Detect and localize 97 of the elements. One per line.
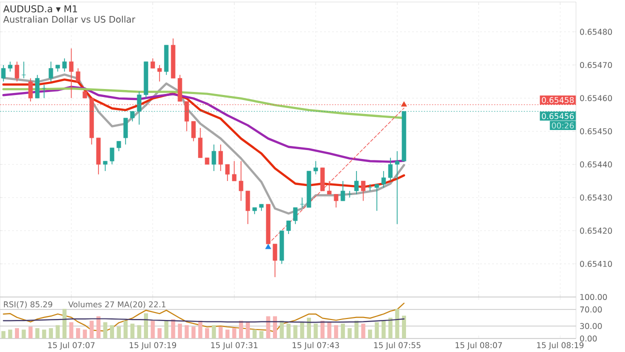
bar bbox=[402, 316, 406, 338]
candlestick bbox=[1, 64, 6, 82]
candlestick bbox=[22, 61, 26, 79]
bar bbox=[205, 328, 210, 338]
bar bbox=[334, 325, 338, 338]
bar bbox=[314, 324, 318, 338]
bar bbox=[239, 320, 244, 338]
bar bbox=[361, 324, 366, 338]
candlestick bbox=[62, 58, 67, 72]
candlestick bbox=[238, 160, 244, 202]
candlestick bbox=[8, 61, 12, 72]
bar bbox=[286, 324, 291, 338]
bar bbox=[144, 313, 148, 338]
bar bbox=[232, 328, 236, 338]
candlestick bbox=[178, 74, 182, 102]
bar bbox=[191, 326, 196, 338]
bar bbox=[280, 320, 284, 338]
bar bbox=[171, 319, 176, 338]
bar bbox=[103, 322, 108, 338]
candlestick bbox=[123, 118, 128, 145]
candlestick bbox=[286, 220, 291, 234]
candlestick bbox=[381, 170, 386, 188]
bar bbox=[14, 328, 20, 338]
candlestick bbox=[388, 157, 393, 182]
bar bbox=[382, 320, 386, 338]
bar bbox=[137, 325, 142, 338]
bar bbox=[184, 325, 189, 338]
candlestick bbox=[327, 180, 332, 195]
bar bbox=[293, 325, 298, 338]
candlestick bbox=[340, 180, 346, 202]
bar bbox=[259, 331, 264, 338]
bar bbox=[246, 322, 250, 338]
candlestick bbox=[320, 167, 325, 192]
candlestick bbox=[116, 140, 122, 152]
candlestick bbox=[198, 128, 202, 158]
candlestick bbox=[293, 207, 298, 224]
bar bbox=[252, 330, 257, 338]
bar bbox=[178, 324, 182, 338]
bar bbox=[225, 330, 230, 338]
bar bbox=[388, 318, 392, 338]
bar bbox=[368, 330, 372, 338]
bar bbox=[164, 320, 168, 338]
bar bbox=[320, 320, 325, 338]
bar bbox=[69, 322, 74, 338]
bar bbox=[395, 308, 400, 338]
candlestick bbox=[69, 48, 74, 99]
candlestick bbox=[191, 120, 196, 142]
bar bbox=[1, 331, 6, 338]
candlestick bbox=[395, 150, 400, 224]
bar bbox=[354, 320, 359, 338]
bar bbox=[76, 328, 80, 338]
bar bbox=[300, 322, 304, 338]
bar bbox=[150, 320, 155, 338]
bar bbox=[28, 326, 33, 338]
candlestick bbox=[246, 190, 250, 224]
bar bbox=[82, 330, 87, 338]
bar bbox=[340, 324, 345, 338]
chart-title: AUDUSD.a ▾ M1 bbox=[3, 5, 78, 12]
candlestick bbox=[361, 180, 366, 202]
bar bbox=[22, 330, 26, 338]
candlestick bbox=[14, 61, 20, 82]
candlestick bbox=[150, 58, 155, 69]
candlestick bbox=[374, 184, 380, 212]
bar bbox=[198, 320, 202, 338]
candlestick bbox=[232, 160, 236, 182]
candlestick bbox=[354, 170, 359, 195]
candlestick bbox=[218, 144, 223, 172]
text: Australian Dollar vs US Dollar bbox=[3, 16, 136, 23]
bar bbox=[116, 326, 121, 338]
candlestick bbox=[212, 144, 216, 172]
bar bbox=[90, 320, 94, 338]
candlestick bbox=[157, 64, 162, 82]
bar bbox=[8, 330, 12, 338]
candlestick bbox=[28, 78, 33, 102]
candlestick bbox=[48, 61, 54, 82]
bar bbox=[42, 330, 46, 338]
bar bbox=[35, 328, 40, 338]
bar bbox=[218, 326, 223, 338]
bar bbox=[348, 328, 352, 338]
bar bbox=[130, 324, 134, 338]
candlestick bbox=[103, 160, 108, 172]
bar bbox=[56, 325, 60, 338]
candlestick bbox=[76, 68, 80, 82]
bar bbox=[327, 322, 332, 338]
bar bbox=[212, 325, 216, 338]
candlestick bbox=[110, 147, 114, 165]
bar bbox=[124, 320, 128, 338]
candlestick bbox=[35, 74, 40, 99]
bar bbox=[62, 308, 67, 338]
bar bbox=[158, 328, 162, 338]
bar bbox=[374, 322, 379, 338]
candlestick bbox=[314, 160, 318, 175]
bar bbox=[110, 325, 114, 338]
candlestick bbox=[225, 164, 230, 182]
candlestick bbox=[272, 244, 278, 278]
bar bbox=[48, 328, 53, 338]
candlestick bbox=[334, 194, 338, 208]
